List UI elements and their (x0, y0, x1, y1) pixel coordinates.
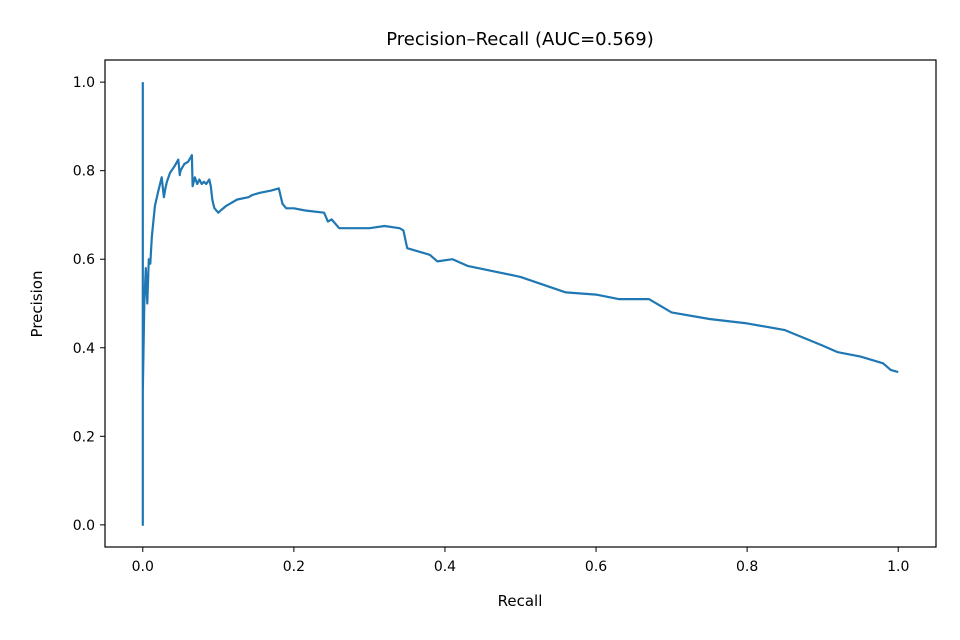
x-axis: 0.0 0.2 0.4 0.6 0.8 1.0 (132, 547, 909, 575)
plot-area (141, 82, 899, 527)
chart-title: Precision–Recall (AUC=0.569) (386, 29, 653, 50)
y-tick-label: 0.8 (73, 164, 95, 180)
y-axis: 0.0 0.2 0.4 0.6 0.8 1.0 (73, 75, 105, 534)
y-tick-label: 0.6 (73, 252, 95, 268)
x-tick-label: 0.4 (434, 559, 456, 575)
y-tick-label: 0.0 (73, 518, 95, 534)
x-tick-label: 0.2 (283, 559, 305, 575)
x-tick-label: 0.6 (585, 559, 607, 575)
axes-frame (104, 59, 937, 548)
x-tick-label: 0.0 (132, 559, 154, 575)
y-tick-label: 0.2 (73, 429, 95, 445)
y-axis-label: Precision (28, 271, 46, 338)
pr-curve-line (141, 82, 899, 527)
x-tick-label: 1.0 (887, 559, 909, 575)
x-tick-label: 0.8 (736, 559, 758, 575)
y-tick-label: 0.4 (73, 341, 95, 357)
x-axis-label: Recall (498, 592, 543, 610)
y-tick-label: 1.0 (73, 75, 95, 91)
